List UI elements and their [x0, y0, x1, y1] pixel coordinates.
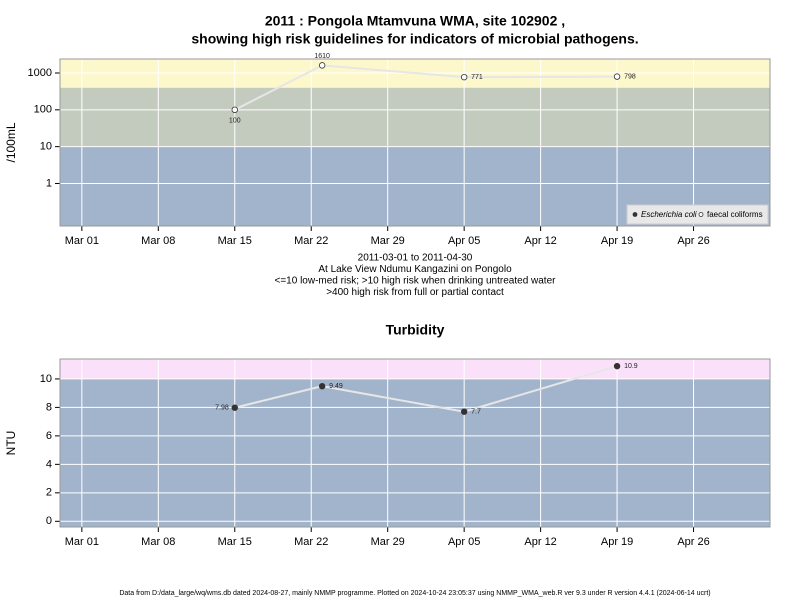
x-tick-label: Apr 12	[524, 235, 556, 247]
x-tick-label: Mar 22	[294, 235, 328, 247]
x-tick-label: Apr 05	[448, 235, 480, 247]
x-tick-label: Apr 19	[601, 235, 633, 247]
data-point	[231, 404, 238, 411]
data-point	[318, 62, 326, 69]
data-label: 798	[624, 73, 636, 80]
x-tick-label: Mar 22	[294, 536, 328, 548]
risk-band	[60, 359, 770, 379]
data-point	[460, 408, 468, 415]
y-tick-label: 1	[46, 177, 52, 189]
x-tick-label: Apr 26	[677, 235, 709, 247]
legend-marker	[632, 212, 638, 217]
y-tick-label: 6	[46, 430, 52, 442]
y-tick-label: 0	[46, 515, 52, 527]
x-tick-label: Mar 08	[141, 536, 175, 548]
y-tick-label: 8	[46, 401, 52, 413]
y-tick-label: 100	[34, 104, 52, 116]
x-tick-label: Mar 15	[218, 235, 252, 247]
risk-band	[60, 87, 770, 147]
y-axis-label: /100mL	[4, 122, 18, 162]
data-label: 100	[229, 118, 241, 125]
x-tick-label: Mar 01	[65, 536, 99, 548]
y-axis-label: NTU	[4, 431, 18, 456]
data-point	[613, 73, 621, 80]
x-tick-label: Apr 05	[448, 536, 480, 548]
x-tick-label: Apr 26	[677, 536, 709, 548]
note: 2011-03-01 to 2011-04-30	[358, 253, 473, 264]
x-tick-label: Apr 19	[601, 536, 633, 548]
x-tick-label: Mar 08	[141, 235, 175, 247]
y-tick-label: 10	[40, 373, 52, 385]
y-tick-label: 1000	[28, 67, 52, 79]
y-tick-label: 4	[46, 458, 52, 470]
x-tick-label: Mar 01	[65, 235, 99, 247]
legend-label: Escherichia coli	[641, 210, 697, 219]
data-point	[318, 382, 326, 390]
risk-band	[60, 378, 770, 527]
data-point	[231, 106, 238, 114]
legend-label: faecal coliforms	[707, 210, 763, 219]
y-tick-label: 10	[40, 141, 52, 153]
series-line	[234, 64, 618, 111]
data-label: 771	[471, 74, 483, 81]
x-tick-label: Mar 29	[371, 235, 405, 247]
data-label: 7.7	[471, 409, 481, 416]
data-point	[460, 73, 468, 81]
data-label: 9.49	[329, 383, 343, 390]
plot-frame	[59, 58, 771, 227]
y-tick-label: 2	[46, 487, 52, 499]
chart-title: showing high risk guidelines for indicat…	[191, 31, 638, 47]
chart-title: Turbidity	[386, 322, 445, 338]
series-line	[234, 365, 618, 413]
legend-marker	[698, 212, 704, 217]
data-label: 7.98	[215, 405, 229, 412]
data-label: 10.9	[624, 363, 638, 370]
note: <=10 low-med risk; >10 high risk when dr…	[275, 276, 557, 287]
chart-title: 2011 : Pongola Mtamvuna WMA, site 102902…	[265, 13, 565, 29]
x-tick-label: Mar 29	[371, 536, 405, 548]
plot-frame	[59, 358, 771, 528]
note: At Lake View Ndumu Kangazini on Pongolo	[318, 264, 512, 275]
data-label: 1610	[314, 53, 330, 60]
x-tick-label: Mar 15	[218, 536, 252, 548]
legend-box	[626, 204, 769, 225]
note: >400 high risk from full or partial cont…	[326, 287, 504, 298]
data-point	[613, 362, 621, 370]
x-tick-label: Apr 12	[524, 536, 556, 548]
footer: Data from D:/data_large/wq/wms.db dated …	[119, 590, 710, 597]
